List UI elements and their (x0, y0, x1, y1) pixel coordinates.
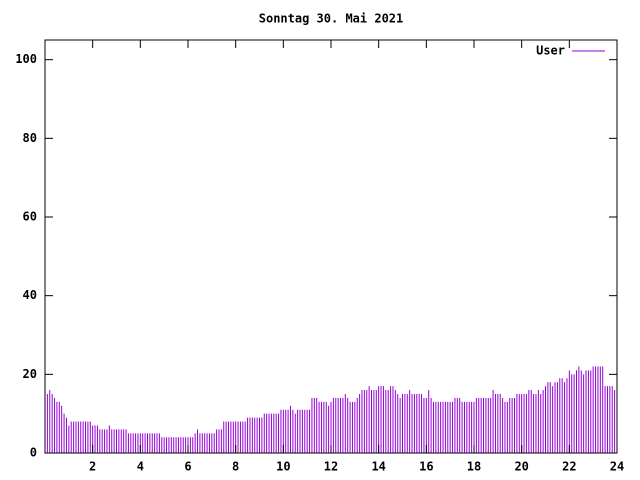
y-tick-label: 0 (30, 446, 37, 460)
x-tick-label: 12 (324, 460, 338, 474)
x-tick-label: 6 (184, 460, 191, 474)
x-tick-label: 8 (232, 460, 239, 474)
x-tick-label: 16 (419, 460, 433, 474)
x-tick-label: 4 (137, 460, 144, 474)
y-tick-label: 20 (23, 367, 37, 381)
x-tick-label: 22 (562, 460, 576, 474)
x-tick-label: 10 (276, 460, 290, 474)
chart-title: Sonntag 30. Mai 2021 (259, 12, 404, 26)
y-tick-label: 60 (23, 210, 37, 224)
x-tick-label: 18 (467, 460, 481, 474)
x-tick-label: 20 (514, 460, 528, 474)
x-tick-label: 2 (89, 460, 96, 474)
x-tick-label: 24 (610, 460, 624, 474)
y-tick-label: 40 (23, 288, 37, 302)
x-tick-label: 14 (371, 460, 385, 474)
y-tick-label: 100 (15, 52, 37, 66)
legend-label: User (536, 44, 565, 58)
y-tick-label: 80 (23, 131, 37, 145)
